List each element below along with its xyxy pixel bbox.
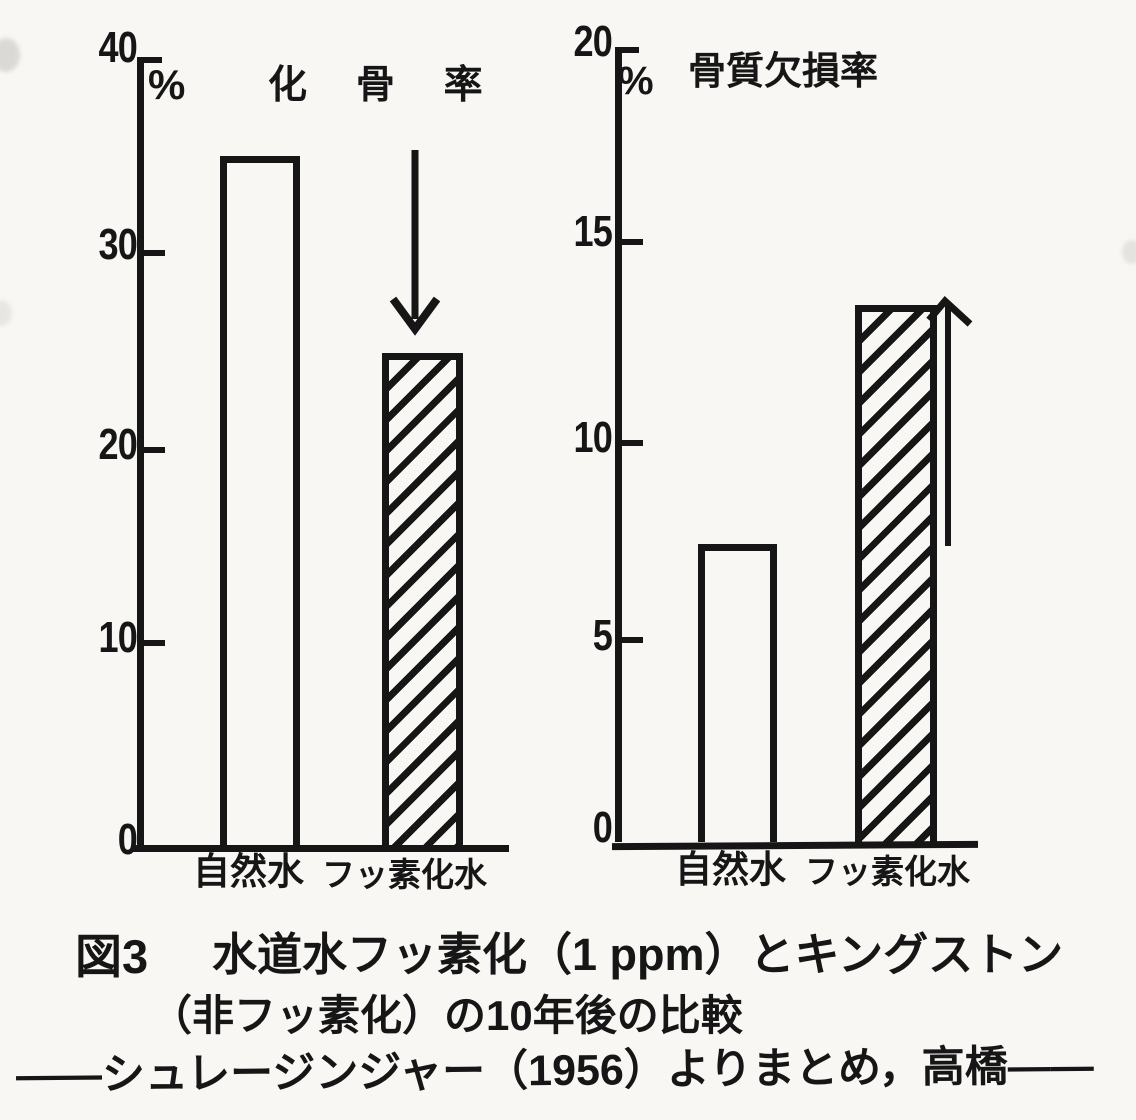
figure-number: 図3 bbox=[75, 930, 149, 983]
right-y-axis bbox=[615, 47, 622, 842]
left-y-axis bbox=[137, 57, 144, 847]
left-ytick-40: 40 bbox=[98, 23, 137, 72]
scan-smudge-right-edge bbox=[1122, 240, 1136, 264]
left-ytick-20: 20 bbox=[98, 420, 137, 469]
caption-line-3: ——シュレージンジャー（1956）よりまとめ，高橋—— bbox=[15, 1042, 1095, 1100]
right-ytick-20: 20 bbox=[573, 17, 612, 66]
right-chart-title: 骨質欠損率 bbox=[688, 51, 879, 93]
right-ytick-5: 5 bbox=[592, 611, 613, 660]
decrease-arrow-icon bbox=[389, 150, 441, 336]
left-bar-natural-water bbox=[220, 155, 300, 845]
left-tick-10 bbox=[144, 640, 165, 646]
scan-smudge-left-mid bbox=[0, 300, 12, 326]
left-tick-20 bbox=[144, 447, 165, 453]
left-ytick-0: 0 bbox=[117, 815, 138, 864]
right-axis-top-stub bbox=[618, 47, 639, 53]
caption-line-1: 水道水フッ素化（1 ppm）とキングストン bbox=[212, 929, 1064, 980]
right-label-fluoridated-water: フッ素化水 bbox=[805, 853, 970, 890]
left-ytick-30: 30 bbox=[98, 220, 137, 269]
caption-line-2: （非フッ素化）の10年後の比較 bbox=[150, 992, 743, 1039]
right-unit-label: % bbox=[618, 59, 654, 103]
right-ytick-15: 15 bbox=[573, 207, 612, 256]
increase-arrow-icon bbox=[926, 295, 973, 546]
right-x-axis bbox=[611, 840, 979, 851]
right-tick-5 bbox=[622, 637, 643, 643]
right-label-natural-water: 自然水 bbox=[675, 849, 786, 890]
left-label-natural-water: 自然水 bbox=[193, 851, 304, 892]
left-ytick-10: 10 bbox=[98, 613, 137, 662]
left-tick-30 bbox=[144, 250, 165, 256]
left-unit-label: % bbox=[148, 61, 186, 108]
left-chart-title: 化 骨 率 bbox=[268, 64, 495, 107]
right-tick-15 bbox=[622, 239, 643, 245]
scan-smudge-top-left bbox=[0, 38, 20, 72]
left-axis-top-stub bbox=[140, 57, 162, 63]
right-tick-10 bbox=[622, 440, 643, 446]
right-ytick-10: 10 bbox=[573, 413, 612, 462]
left-label-fluoridated-water: フッ素化水 bbox=[322, 856, 487, 893]
left-bar-fluoridated-water bbox=[382, 352, 463, 845]
right-bar-fluoridated-water bbox=[855, 305, 937, 842]
left-x-axis bbox=[133, 845, 509, 852]
right-ytick-0: 0 bbox=[592, 803, 613, 852]
right-bar-natural-water bbox=[698, 543, 777, 842]
